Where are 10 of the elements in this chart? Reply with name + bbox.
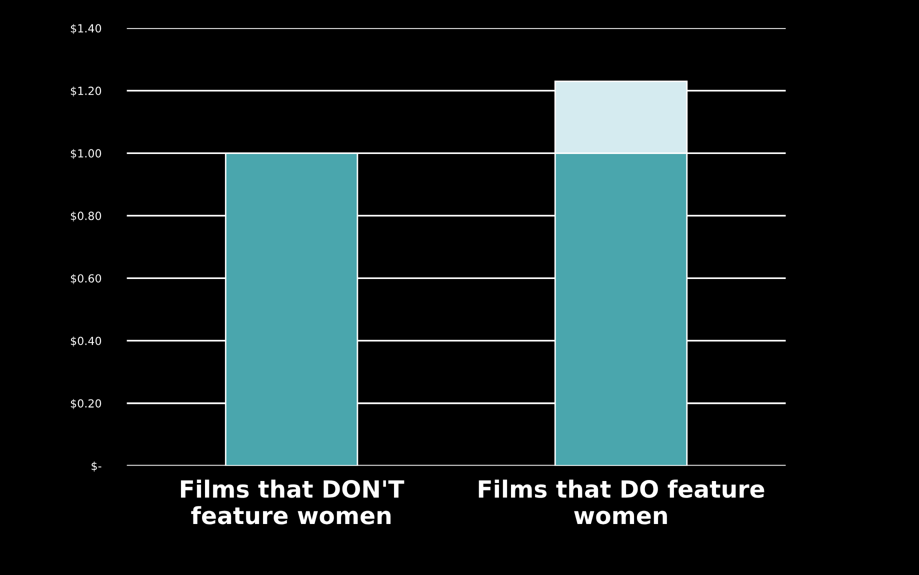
y-tick-label: $0.80 bbox=[70, 211, 102, 222]
y-tick-label: $- bbox=[92, 462, 102, 472]
x-tick-label: Films that DON'T feature women bbox=[180, 480, 404, 524]
y-tick-label: $1.40 bbox=[70, 24, 102, 34]
y-tick-label: $0.20 bbox=[70, 399, 102, 410]
y-tick-label: $0.40 bbox=[70, 336, 102, 347]
y-tick-label: $1.00 bbox=[70, 148, 102, 160]
y-tick-label: $0.60 bbox=[70, 274, 102, 284]
y-tick-label: $1.20 bbox=[70, 86, 102, 97]
x-tick-label: Films that DO feature women bbox=[478, 480, 764, 524]
